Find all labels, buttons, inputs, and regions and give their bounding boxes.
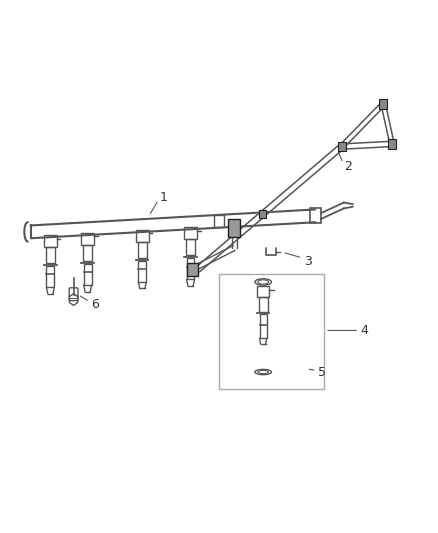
- Bar: [184, 227, 197, 239]
- Bar: [260, 314, 267, 338]
- Bar: [219, 274, 324, 389]
- Bar: [187, 258, 194, 279]
- Text: 3: 3: [304, 255, 312, 268]
- Bar: [214, 215, 224, 227]
- Bar: [338, 142, 346, 151]
- Bar: [187, 263, 198, 276]
- Bar: [138, 241, 147, 257]
- Bar: [44, 235, 57, 247]
- Text: 5: 5: [318, 366, 326, 378]
- Bar: [46, 266, 54, 287]
- Bar: [388, 139, 396, 149]
- Bar: [259, 297, 268, 312]
- Text: 2: 2: [344, 160, 352, 173]
- Bar: [136, 230, 149, 241]
- Bar: [257, 286, 269, 297]
- Bar: [83, 245, 92, 261]
- Text: 4: 4: [360, 324, 368, 337]
- Bar: [228, 219, 240, 237]
- Bar: [46, 247, 55, 263]
- Bar: [84, 264, 92, 285]
- Bar: [310, 208, 321, 223]
- Bar: [379, 99, 387, 109]
- Bar: [138, 261, 146, 282]
- Bar: [81, 233, 94, 245]
- Bar: [186, 239, 195, 255]
- Text: 1: 1: [160, 191, 168, 204]
- Bar: [259, 209, 266, 218]
- Text: 6: 6: [91, 298, 99, 311]
